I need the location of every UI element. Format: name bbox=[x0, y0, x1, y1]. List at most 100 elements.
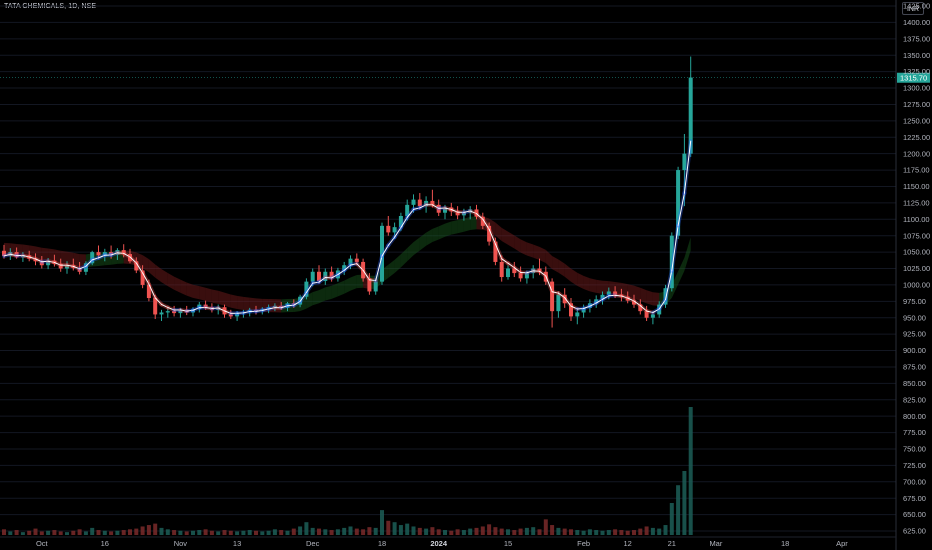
price-tick-label: 1250.00 bbox=[903, 116, 930, 125]
band-segment bbox=[161, 269, 168, 287]
last-price-line: 1315.70 bbox=[0, 72, 930, 83]
band-segment bbox=[67, 251, 74, 266]
candle-body bbox=[606, 291, 611, 295]
currency-button[interactable]: INR bbox=[902, 2, 924, 15]
price-tick-label: 1225.00 bbox=[903, 133, 930, 142]
candle-body bbox=[581, 307, 586, 313]
ma-segment bbox=[66, 264, 74, 267]
time-tick-label: 2024 bbox=[430, 539, 448, 548]
price-tick-label: 1150.00 bbox=[903, 182, 930, 191]
ma-segment bbox=[413, 207, 421, 210]
candle-body bbox=[90, 252, 95, 264]
candle-body bbox=[109, 252, 114, 255]
candle-body bbox=[569, 303, 573, 317]
ma-segment bbox=[646, 310, 654, 314]
volume-bar bbox=[436, 529, 441, 535]
band-segment bbox=[319, 287, 326, 304]
volume-bar bbox=[657, 528, 662, 535]
volume-bar bbox=[209, 530, 214, 535]
volume-bar bbox=[380, 510, 384, 535]
ma-segment bbox=[658, 299, 666, 310]
ma-segment bbox=[551, 291, 559, 294]
band-segment bbox=[621, 282, 628, 298]
candle-body bbox=[178, 309, 183, 314]
volume-bar bbox=[518, 528, 523, 535]
volume-bar bbox=[165, 529, 170, 535]
band-segment bbox=[463, 216, 471, 232]
candle-body bbox=[499, 261, 504, 278]
volume-bar bbox=[254, 530, 258, 535]
volume-bar bbox=[632, 530, 636, 535]
volume-bar bbox=[39, 531, 44, 535]
candle-body bbox=[39, 261, 44, 266]
band-segment bbox=[237, 295, 244, 311]
volume-bar bbox=[153, 523, 158, 535]
candle-body bbox=[96, 252, 101, 256]
volume-bar bbox=[342, 527, 347, 535]
ma-segment bbox=[419, 204, 427, 209]
candle-body bbox=[594, 299, 599, 304]
ma-segment bbox=[450, 209, 459, 213]
candle-body bbox=[354, 258, 359, 262]
candlesticks bbox=[2, 56, 693, 328]
volume-bar bbox=[493, 527, 498, 535]
moving-average-line bbox=[2, 139, 693, 316]
band-segment bbox=[344, 277, 351, 294]
volume-bars bbox=[2, 407, 693, 535]
candle-body bbox=[386, 225, 391, 233]
time-tick-label: Dec bbox=[306, 539, 320, 548]
band-segment bbox=[394, 254, 401, 273]
band-segment bbox=[249, 297, 256, 312]
candle-body bbox=[373, 281, 378, 292]
volume-bar bbox=[543, 519, 548, 535]
band-segment bbox=[646, 290, 653, 306]
candle-body bbox=[524, 273, 529, 279]
time-tick-label: 15 bbox=[504, 539, 512, 548]
ma-segment bbox=[192, 307, 200, 311]
volume-bar bbox=[354, 528, 359, 535]
candle-body bbox=[77, 267, 82, 272]
band-segment bbox=[407, 242, 414, 262]
ma-segment bbox=[35, 258, 43, 263]
volume-bar bbox=[430, 527, 435, 535]
ma-segment bbox=[129, 256, 137, 264]
ma-segment bbox=[98, 254, 106, 259]
price-tick-label: 1050.00 bbox=[903, 248, 930, 257]
volume-bar bbox=[638, 528, 643, 535]
band-segment bbox=[533, 244, 540, 260]
band-segment bbox=[142, 255, 149, 273]
ma-segment bbox=[22, 255, 30, 258]
volume-bar bbox=[58, 531, 63, 535]
band-segment bbox=[155, 264, 162, 283]
candle-body bbox=[266, 307, 271, 310]
volume-bar bbox=[272, 529, 277, 535]
ma-segment bbox=[387, 236, 396, 246]
time-tick-label: Mar bbox=[709, 539, 722, 548]
moving-average-band bbox=[4, 216, 691, 313]
time-tick-label: 18 bbox=[378, 539, 386, 548]
volume-bar bbox=[260, 531, 265, 535]
candle-body bbox=[644, 311, 649, 318]
candle-body bbox=[417, 199, 422, 207]
band-segment bbox=[230, 294, 238, 309]
price-tick-label: 625.00 bbox=[903, 527, 926, 536]
volume-bar bbox=[550, 525, 555, 535]
volume-bar bbox=[461, 530, 466, 535]
price-tick-label: 1375.00 bbox=[903, 34, 930, 43]
candle-body bbox=[121, 250, 126, 255]
volume-bar bbox=[241, 530, 246, 535]
volume-bar bbox=[487, 524, 492, 535]
ma-segment bbox=[482, 218, 490, 230]
candle-body bbox=[424, 200, 429, 207]
volume-bar bbox=[650, 527, 655, 535]
volume-bar bbox=[531, 527, 536, 535]
volume-bar bbox=[83, 531, 88, 535]
band-segment bbox=[640, 287, 647, 304]
band-segment bbox=[684, 237, 691, 271]
volume-bar bbox=[191, 530, 195, 535]
volume-bar bbox=[392, 522, 397, 535]
candle-body bbox=[398, 216, 403, 228]
candle-body bbox=[556, 294, 561, 312]
ma-segment bbox=[665, 270, 673, 301]
